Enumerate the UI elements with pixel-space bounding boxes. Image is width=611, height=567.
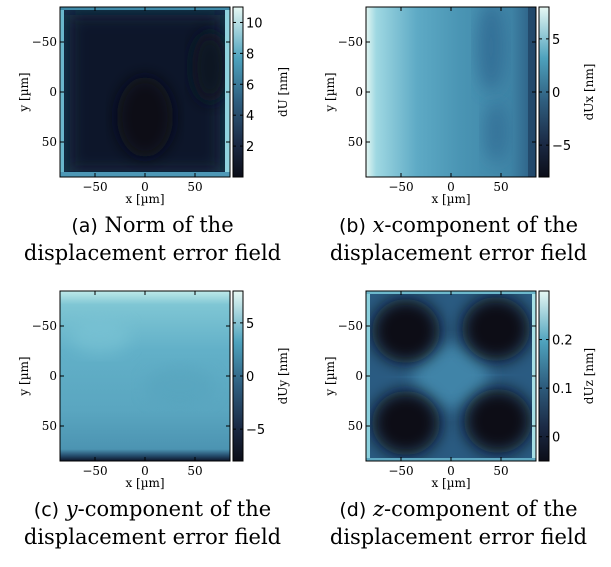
y-tick-label: −50 [338,319,363,333]
y-tick-label: 50 [348,419,363,433]
colorbar-label: dUx [nm] [582,64,596,121]
colorbar-tick-label: 5 [246,317,254,332]
x-tick-label: −50 [388,180,413,194]
caption-line2-b: displacement error field [329,241,588,265]
caption-tag-d: (d) [339,499,367,521]
caption-line2-c: displacement error field [23,525,282,549]
y-tick-label: 50 [42,135,57,149]
y-tick-label: 0 [355,85,363,99]
y-tick-label: 50 [348,135,363,149]
colorbar-label: dUz [nm] [582,348,596,404]
y-tick-label: 0 [355,369,363,383]
x-axis-label: x [µm] [431,476,470,490]
y-axis-label: y [µm] [17,356,31,396]
y-axis-label: y [µm] [323,356,337,396]
colorbar-tick-label: −5 [246,423,265,438]
y-tick-label: 0 [49,369,57,383]
colorbar-tick-label: 0 [246,370,254,385]
x-tick-label: −50 [82,464,107,478]
y-tick-label: −50 [32,319,57,333]
x-axis-label: x [µm] [431,192,470,206]
colorbar-tick-label: 0.1 [552,382,573,397]
heatmap-chart-d: −50 0 50 −50 0 50 x [µm] y [µm] 0.2 0.1 0 dUz [nm] [323,290,596,490]
panel-b: −50 0 50 −50 0 50 x [µm] y [µm] 5 0 −5 dUx [nm] (b)… [306,0,611,283]
x-tick-label: 0 [447,464,455,478]
x-tick-label: 0 [141,464,149,478]
x-tick-label: 50 [187,464,202,478]
caption-b: (b) x-component of the displacement erro… [306,212,611,267]
caption-line2-a: displacement error field [23,241,282,265]
x-tick-label: 50 [187,180,202,194]
colorbar-label: dUy [nm] [276,348,290,405]
x-axis-label: x [µm] [125,192,164,206]
colorbar-tick-label: 4 [246,109,254,124]
heatmap-field [366,291,536,461]
y-axis-label: y [µm] [323,72,337,112]
colorbar [538,290,550,462]
caption-tag-b: (b) [339,215,366,237]
y-tick-label: 0 [49,85,57,99]
caption-line1-a: Norm of the [104,213,234,237]
y-tick-label: −50 [32,35,57,49]
heatmap-field [366,7,536,177]
panel-c: −50 0 50 −50 0 50 x [µm] y [µm] 5 0 −5 dUy [nm] (c)… [0,284,305,567]
x-tick-label: 0 [141,180,149,194]
colorbar-tick-label: −5 [552,139,571,154]
caption-line2-d: displacement error field [329,525,588,549]
panel-d: −50 0 50 −50 0 50 x [µm] y [µm] 0.2 0.1 0 dUz [nm] … [306,284,611,567]
y-tick-label: −50 [338,35,363,49]
heatmap-field [60,7,230,177]
colorbar-tick-label: 8 [246,47,254,62]
caption-c: (c) y-component of the displacement erro… [0,496,305,551]
colorbar-tick-label: 0 [552,86,560,101]
caption-var-c: y [65,497,78,521]
caption-d: (d) z-component of the displacement erro… [306,496,611,551]
caption-a: (a) Norm of the displacement error field [0,212,305,267]
colorbar-tick-label: 0.2 [552,334,573,349]
x-axis-label: x [µm] [125,476,164,490]
panel-a: −50 0 50 −50 0 50 x [µm] y [µm] 2 4 6 8 10 dU [nm] (a… [0,0,305,283]
caption-var-b: x [372,213,385,237]
heatmap-field [60,291,230,461]
caption-line1-d: -component of the [384,497,578,521]
heatmap-chart-a: −50 0 50 −50 0 50 x [µm] y [µm] 2 4 6 8 10 dU [nm] [17,6,290,206]
x-tick-label: −50 [388,464,413,478]
colorbar-label: dU [nm] [276,67,290,117]
colorbar-tick-label: 5 [552,33,560,48]
colorbar-tick-label: 2 [246,140,254,155]
y-axis-label: y [µm] [17,72,31,112]
caption-line1-b: -component of the [384,213,578,237]
colorbar [232,6,244,178]
caption-var-d: z [372,497,385,521]
colorbar-tick-label: 6 [246,78,254,93]
colorbar-tick-label: 10 [246,16,263,31]
y-tick-label: 50 [42,419,57,433]
caption-tag-c: (c) [33,499,60,521]
caption-line1-c: -component of the [77,497,272,521]
x-tick-label: −50 [82,180,107,194]
colorbar-tick-label: 0 [552,431,560,446]
x-tick-label: 50 [493,464,508,478]
x-tick-label: 0 [447,180,455,194]
caption-tag-a: (a) [71,215,98,237]
x-tick-label: 50 [493,180,508,194]
